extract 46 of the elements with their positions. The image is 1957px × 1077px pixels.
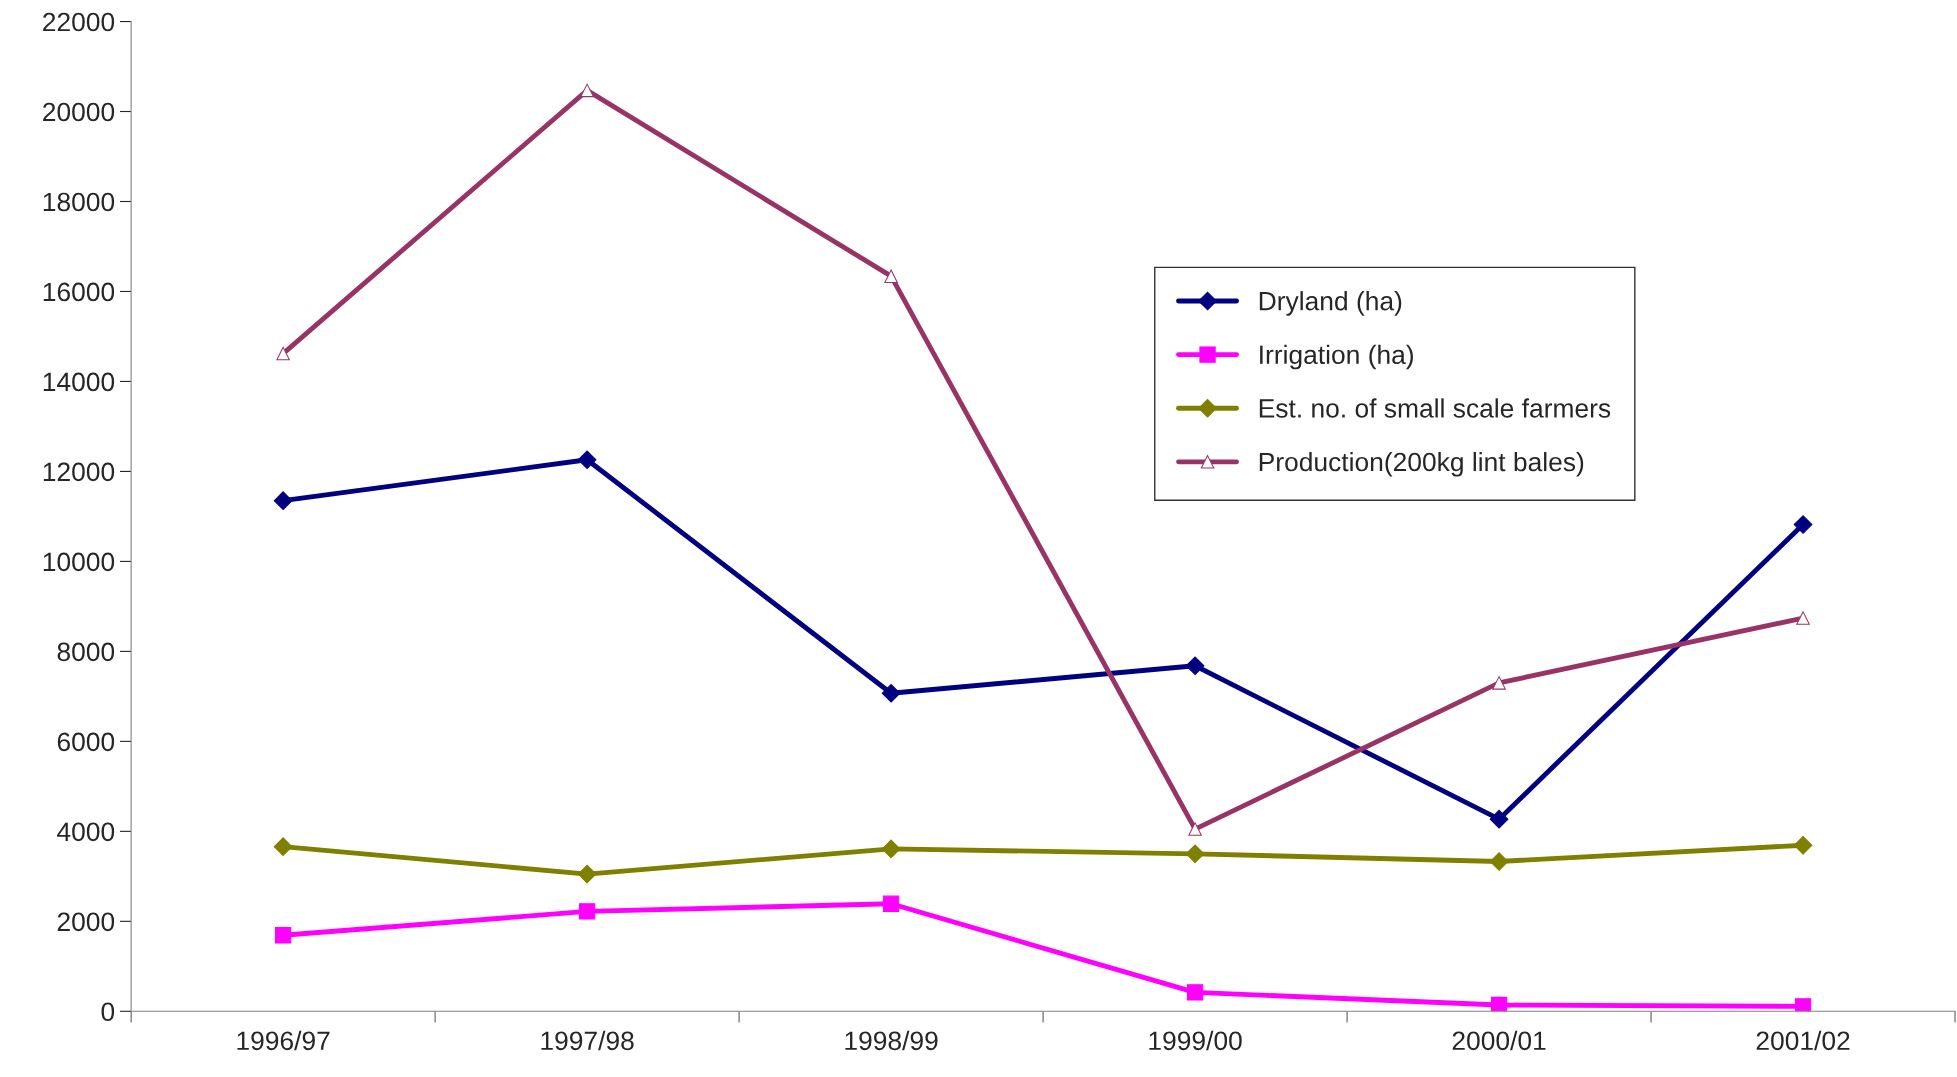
- legend-label: Est. no. of small scale farmers: [1259, 398, 1611, 418]
- y-tick-label: 20000: [43, 102, 115, 122]
- point: [1794, 998, 1812, 1012]
- point: [884, 269, 898, 283]
- point: [1489, 852, 1509, 871]
- x-tick-label: 1998/99: [845, 1030, 938, 1051]
- point: [1186, 984, 1204, 1001]
- y-tick-label: 10000: [43, 552, 115, 572]
- legend-label: Dryland (ha): [1259, 291, 1402, 316]
- point: [1793, 835, 1813, 855]
- x-tick-label: 2000/01: [1452, 1030, 1546, 1051]
- x-tick-label: 1997/98: [541, 1030, 634, 1051]
- point: [578, 903, 596, 920]
- legend-label: Production(200kg lint bales): [1259, 451, 1584, 477]
- y-tick-label: 22000: [43, 12, 115, 32]
- x-tick-label: 1996/97: [237, 1030, 330, 1051]
- point: [1489, 809, 1509, 829]
- point: [882, 895, 900, 912]
- y-tick-label: 8000: [57, 642, 115, 662]
- point: [273, 491, 293, 511]
- point: [1492, 676, 1506, 690]
- y-tick-label: 12000: [43, 462, 115, 482]
- point: [1796, 611, 1810, 625]
- point: [1490, 996, 1508, 1012]
- point: [881, 839, 901, 859]
- point: [1185, 844, 1205, 864]
- x-tick-label: 1999/00: [1149, 1030, 1242, 1051]
- y-tick-label: 16000: [43, 282, 115, 302]
- point: [273, 837, 293, 856]
- point: [274, 927, 292, 944]
- y-tick-label: 4000: [57, 822, 115, 842]
- point: [1188, 822, 1202, 836]
- x-tick-label: 2001/02: [1756, 1030, 1850, 1051]
- y-tick-label: 6000: [57, 732, 115, 752]
- y-tick-label: 18000: [43, 192, 115, 212]
- point: [1185, 656, 1205, 676]
- point: [1793, 515, 1813, 534]
- point: [580, 83, 594, 98]
- legend-label: Irrigation (ha): [1260, 344, 1413, 370]
- y-tick-label: 2000: [57, 912, 115, 932]
- point: [577, 864, 597, 884]
- point: [881, 683, 901, 703]
- point: [276, 346, 290, 361]
- y-tick-label: 0: [101, 1002, 115, 1022]
- y-tick-label: 14000: [43, 372, 115, 392]
- point: [577, 450, 597, 470]
